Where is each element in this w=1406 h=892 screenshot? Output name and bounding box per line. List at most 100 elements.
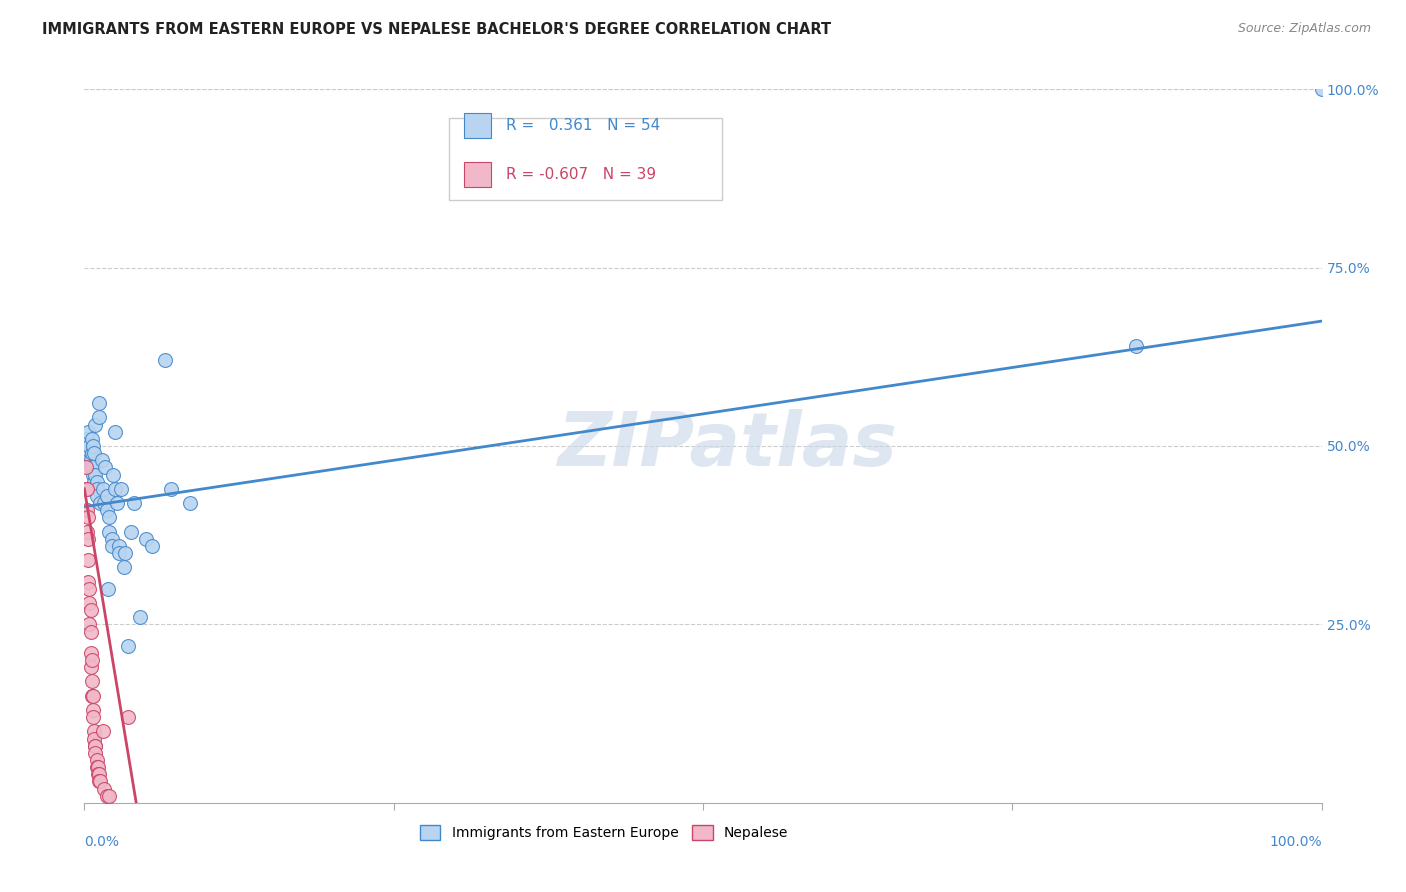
Point [84,739,107,753]
Point [86,475,108,489]
Point [84,467,107,482]
Point [87,767,110,781]
Text: IMMIGRANTS FROM EASTERN EUROPE VS NEPALESE BACHELOR'S DEGREE CORRELATION CHART: IMMIGRANTS FROM EASTERN EUROPE VS NEPALE… [42,22,831,37]
Point [82,689,104,703]
Point [79,617,101,632]
Point [86,489,108,503]
Point [129,610,152,624]
Text: R = -0.607   N = 39: R = -0.607 N = 39 [506,167,657,182]
Point [91,482,114,496]
Bar [464,113,492,137]
Point [96,489,118,503]
Point [76,524,98,539]
Point [100,532,122,546]
Point [114,546,136,560]
Point [179,496,201,510]
Point [89,774,111,789]
Point [80,432,103,446]
Text: R =   0.361   N = 54: R = 0.361 N = 54 [506,118,661,133]
Point [1310,82,1333,96]
Legend: Immigrants from Eastern Europe, Nepalese: Immigrants from Eastern Europe, Nepalese [413,820,794,846]
Point [76,432,98,446]
Point [93,781,115,796]
Bar [450,118,721,200]
Point [90,453,112,467]
Point [80,689,103,703]
Point [117,710,139,724]
Text: Source: ZipAtlas.com: Source: ZipAtlas.com [1237,22,1371,36]
Point [84,739,107,753]
Point [108,546,131,560]
Point [79,596,101,610]
Point [91,724,114,739]
Point [82,460,104,475]
Point [76,503,98,517]
Point [79,460,101,475]
Point [79,582,101,596]
Point [79,453,101,467]
Point [77,532,100,546]
Text: ZIPatlas: ZIPatlas [558,409,898,483]
Point [89,496,111,510]
Point [82,467,104,482]
Point [77,425,100,439]
Bar [464,162,492,187]
Point [89,774,111,789]
Point [87,760,110,774]
Point [101,467,124,482]
Point [104,482,127,496]
Point [112,560,135,574]
Point [153,353,176,368]
Point [79,603,101,617]
Point [120,524,142,539]
Point [80,653,103,667]
Point [75,482,97,496]
Point [76,482,98,496]
Point [84,746,107,760]
Point [98,524,121,539]
Point [94,460,117,475]
Point [93,496,115,510]
Point [80,446,103,460]
Point [75,453,97,467]
Point [86,482,108,496]
Point [77,510,100,524]
Point [84,417,107,432]
Point [77,553,100,567]
Point [96,503,118,517]
Point [80,674,103,689]
Text: 0.0%: 0.0% [84,835,120,849]
Point [79,624,101,639]
Point [79,646,101,660]
Point [79,660,101,674]
Point [117,639,139,653]
Point [77,446,100,460]
Point [160,482,183,496]
Point [98,510,121,524]
Point [100,539,122,553]
Point [79,439,101,453]
Point [122,496,145,510]
Point [75,460,97,475]
Point [89,410,111,425]
Point [110,482,132,496]
Point [141,539,163,553]
Point [1125,339,1147,353]
Point [77,574,100,589]
Point [98,789,121,803]
Point [83,446,105,460]
Point [108,539,131,553]
Point [97,582,120,596]
Point [79,453,101,467]
Point [83,475,105,489]
Point [89,396,111,410]
Text: 100.0%: 100.0% [1270,835,1322,849]
Point [89,767,111,781]
Point [83,731,105,746]
Point [86,753,108,767]
Point [104,425,127,439]
Point [82,710,104,724]
Point [135,532,157,546]
Point [105,496,128,510]
Point [96,789,118,803]
